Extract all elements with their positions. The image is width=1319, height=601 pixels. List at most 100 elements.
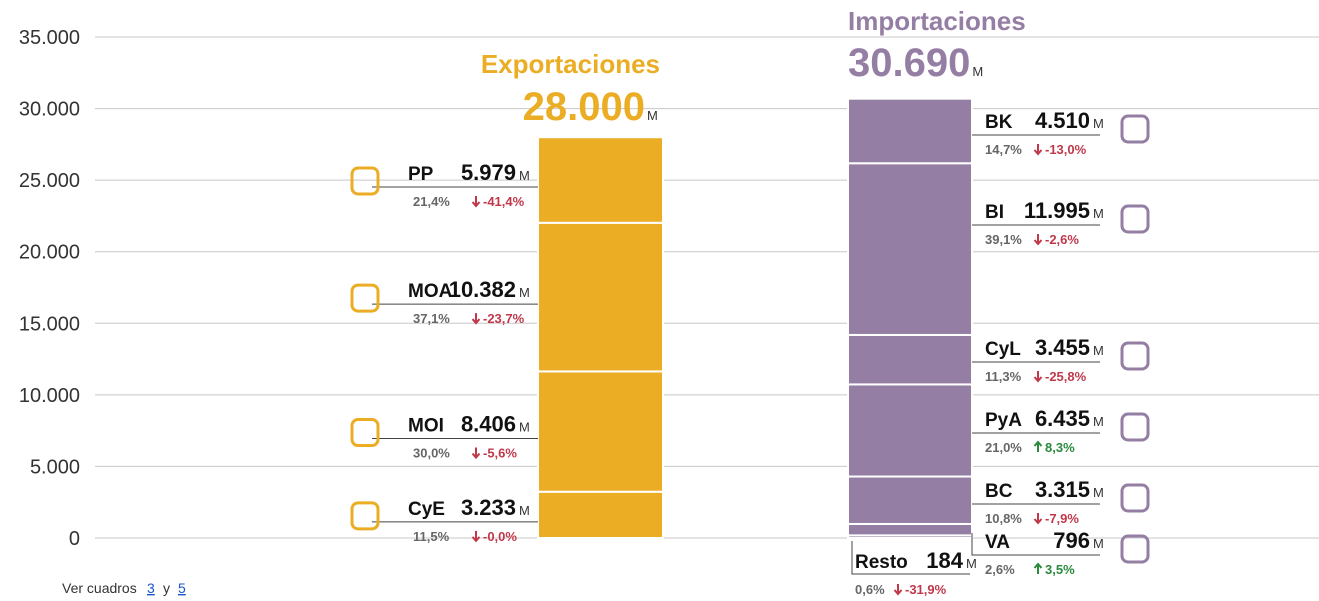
bar-total: 30.690 [848,41,970,85]
segment-share: 37,1% [413,311,450,326]
bar-segment [847,522,973,537]
segment-change: -41,4% [483,194,525,209]
segment-name: BI [985,202,1004,223]
unit: M [1093,536,1104,551]
icon [1120,412,1150,442]
segment-name: Resto [855,552,908,573]
trend-arrow [471,195,481,208]
trend-arrow [893,584,903,596]
trend-arrow [471,530,481,543]
trend-arrow [471,313,481,325]
bar-segment [537,221,664,373]
segment-value: 5.979 [461,160,516,185]
segment-change: -5,6% [483,446,517,461]
segment-name: BK [985,112,1013,133]
segment-share: 0,6% [855,582,885,597]
bar-segment [537,136,664,224]
icon [1120,534,1150,564]
unit: M [1093,485,1104,500]
bar-segment [537,490,664,540]
footnote-link[interactable]: 3 [147,580,155,596]
unit: M [1093,343,1104,358]
unit: M [1093,116,1104,131]
segment-name: BC [985,481,1013,502]
segment-name: CyE [408,499,445,520]
bar-title: Importaciones [848,6,1026,36]
segment-value: 4.510 [1035,108,1090,133]
bar-segment [847,475,973,525]
segment-change: -25,8% [1045,369,1087,384]
bar-segment [847,97,973,165]
segment-share: 10,8% [985,511,1022,526]
y-tick-label: 0 [69,528,80,550]
segment-value: 3.455 [1035,335,1090,360]
unit: M [519,503,530,518]
trend-arrow [1033,234,1043,246]
segment-name: CyL [985,339,1021,360]
y-tick-label: 10.000 [19,385,80,407]
segment-value: 3.315 [1035,477,1090,502]
segment-value: 3.233 [461,495,516,520]
trend-arrow [1033,440,1043,452]
icon [1120,483,1150,513]
unit: M [519,420,530,435]
bar-segment [847,383,973,478]
icon [350,418,380,448]
trend-arrow [1033,513,1043,525]
segment-change: -31,9% [905,582,947,597]
segment-change: -0,0% [483,529,517,544]
trend-arrow [1033,144,1043,156]
segment-value: 184 [926,548,963,573]
segment-name: MOA [408,281,453,302]
unit: M [1093,414,1104,429]
y-tick-label: 5.000 [30,456,80,478]
segment-share: 2,6% [985,562,1015,577]
icon [1120,341,1150,371]
segment-change: 3,5% [1045,562,1075,577]
icon [1120,204,1150,234]
bar-total: 28.000 [523,85,645,129]
segment-value: 10.382 [449,277,516,302]
y-tick-label: 20.000 [19,242,80,264]
segment-change: -13,0% [1045,142,1087,157]
trend-arrow [1033,562,1043,574]
y-tick-label: 15.000 [19,313,80,335]
trend-arrow [471,447,481,460]
footnote: Ver cuadros [62,580,137,596]
unit: M [1093,206,1104,221]
unit: M [519,168,530,183]
segment-value: 796 [1053,528,1090,553]
segment-change: -23,7% [483,311,525,326]
segment-name: PP [408,164,434,185]
y-tick-label: 25.000 [19,170,80,192]
footnote-joiner: y [163,580,170,596]
icon [350,501,380,531]
y-tick-label: 30.000 [19,99,80,121]
unit: M [972,64,983,79]
segment-name: MOI [408,416,444,437]
trend-arrow [1033,371,1043,383]
bar-segment [537,370,664,493]
icon [350,166,380,196]
segment-value: 11.995 [1024,198,1090,223]
icon [1120,114,1150,144]
leader-line [971,533,1100,556]
segment-change: -7,9% [1045,511,1079,526]
unit: M [519,285,530,300]
y-tick-label: 35.000 [19,27,80,49]
footnote-link[interactable]: 5 [178,580,186,596]
segment-share: 11,5% [413,529,450,544]
segment-name: PyA [985,410,1022,431]
segment-share: 21,4% [413,194,450,209]
segment-value: 6.435 [1035,406,1090,431]
segment-name: VA [985,532,1010,553]
icon [350,283,380,313]
segment-share: 39,1% [985,232,1022,247]
segment-share: 30,0% [413,446,450,461]
segment-value: 8.406 [461,412,516,437]
bar-title: Exportaciones [481,49,660,79]
segment-change: 8,3% [1045,440,1075,455]
bar-segment [847,162,973,336]
segment-change: -2,6% [1045,232,1079,247]
